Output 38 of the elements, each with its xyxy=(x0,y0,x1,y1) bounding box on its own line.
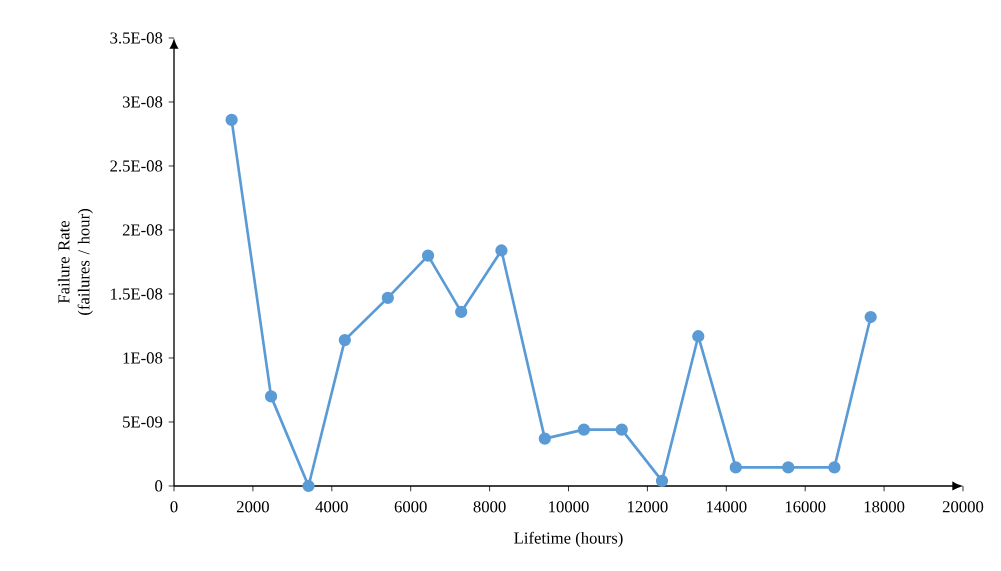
y-tick-label: 1.5E-08 xyxy=(111,288,163,300)
x-tick-label: 2000 xyxy=(236,501,269,513)
x-tick-label: 20000 xyxy=(942,501,984,513)
point xyxy=(828,461,841,474)
x-tick-label: 16000 xyxy=(785,501,826,513)
point xyxy=(655,474,669,488)
point xyxy=(421,249,435,262)
y-axis-title: Failure Rate (failures / hour) xyxy=(57,209,93,315)
y-tick-label: 2E-08 xyxy=(122,224,163,236)
point xyxy=(692,330,705,343)
point xyxy=(495,244,508,257)
point xyxy=(302,479,315,493)
point xyxy=(729,461,742,474)
y-tick-label: 1E-08 xyxy=(123,352,163,364)
y-tick-label: 3E-08 xyxy=(122,96,163,108)
point xyxy=(381,291,394,304)
point xyxy=(338,333,351,347)
point xyxy=(225,113,238,127)
y-tick-label: 0 xyxy=(155,480,163,492)
x-tick-label: 8000 xyxy=(473,501,506,513)
point xyxy=(864,310,877,324)
point xyxy=(264,390,278,403)
y-tick-label: 3.5E-08 xyxy=(110,32,163,44)
x-tick-label: 10000 xyxy=(549,501,589,513)
x-tick-label: 0 xyxy=(170,501,178,513)
point xyxy=(577,423,591,436)
x-axis-title: Lifetime (hours) xyxy=(514,531,623,548)
x-tick-label: 12000 xyxy=(628,501,668,513)
y-tick-label: 2.5E-08 xyxy=(110,160,163,172)
x-tick-label: 14000 xyxy=(706,501,747,513)
point xyxy=(615,423,628,436)
point xyxy=(538,432,551,445)
point xyxy=(782,461,795,474)
x-tick-label: 4000 xyxy=(315,501,348,513)
x-tick-label: 6000 xyxy=(394,501,427,513)
point xyxy=(455,305,468,319)
x-tick-label: 18000 xyxy=(864,501,905,513)
y-tick-label: 5E-09 xyxy=(123,416,163,428)
